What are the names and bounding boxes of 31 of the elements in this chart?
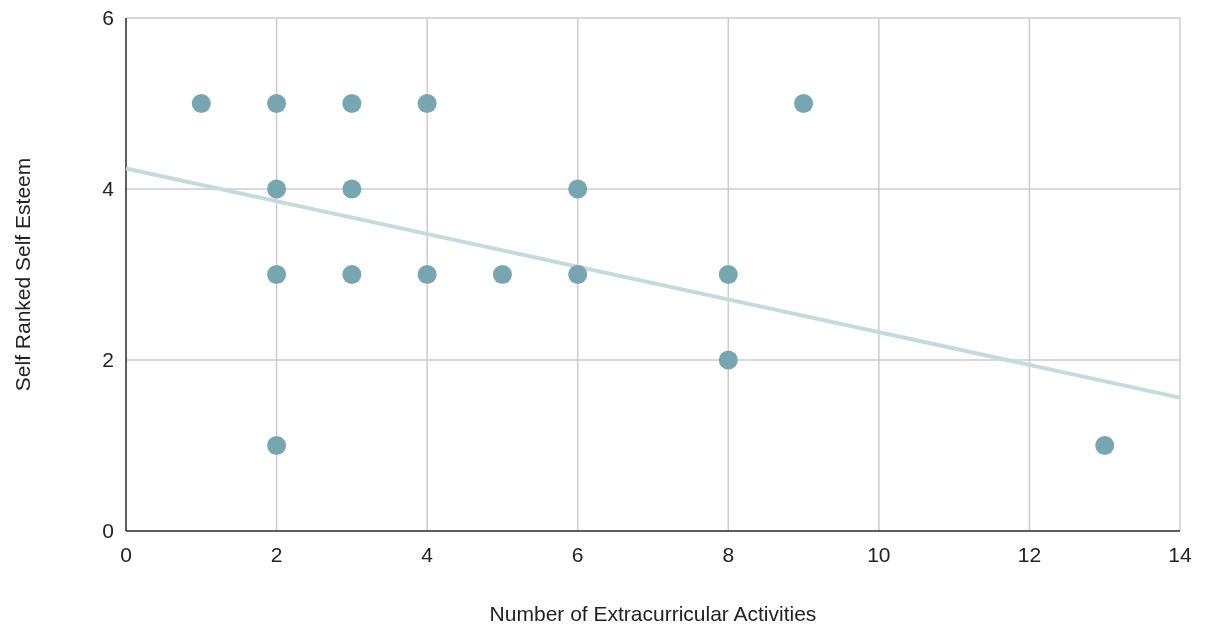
point	[492, 265, 512, 284]
point	[267, 94, 287, 113]
point	[417, 94, 437, 113]
y-tick-label: 0	[102, 519, 114, 542]
y-tick-label: 4	[102, 177, 115, 200]
point	[267, 436, 287, 455]
y-tick-label: 6	[102, 6, 114, 29]
x-tick-label: 4	[421, 543, 434, 566]
x-tick-label: 0	[120, 543, 132, 566]
point	[718, 350, 738, 370]
x-tick-label: 10	[867, 543, 891, 566]
point	[718, 265, 738, 284]
y-tick-label: 2	[102, 348, 114, 371]
point	[267, 265, 287, 284]
point	[1095, 436, 1115, 455]
point	[191, 94, 211, 113]
y-axis-title: Self Ranked Self Esteem	[11, 157, 34, 392]
point	[417, 265, 437, 284]
x-tick-label: 6	[571, 543, 584, 566]
x-tick-label: 12	[1017, 543, 1042, 566]
point	[342, 179, 362, 199]
x-tick-label: 2	[270, 543, 283, 566]
point	[342, 94, 362, 113]
x-tick-label: 14	[1168, 543, 1192, 566]
point	[568, 265, 588, 284]
point	[267, 179, 287, 199]
x-axis-title: Number of Extracurricular Activities	[489, 602, 817, 625]
point	[794, 94, 814, 113]
point	[568, 179, 588, 199]
point	[342, 265, 362, 284]
x-tick-label: 8	[722, 543, 735, 566]
